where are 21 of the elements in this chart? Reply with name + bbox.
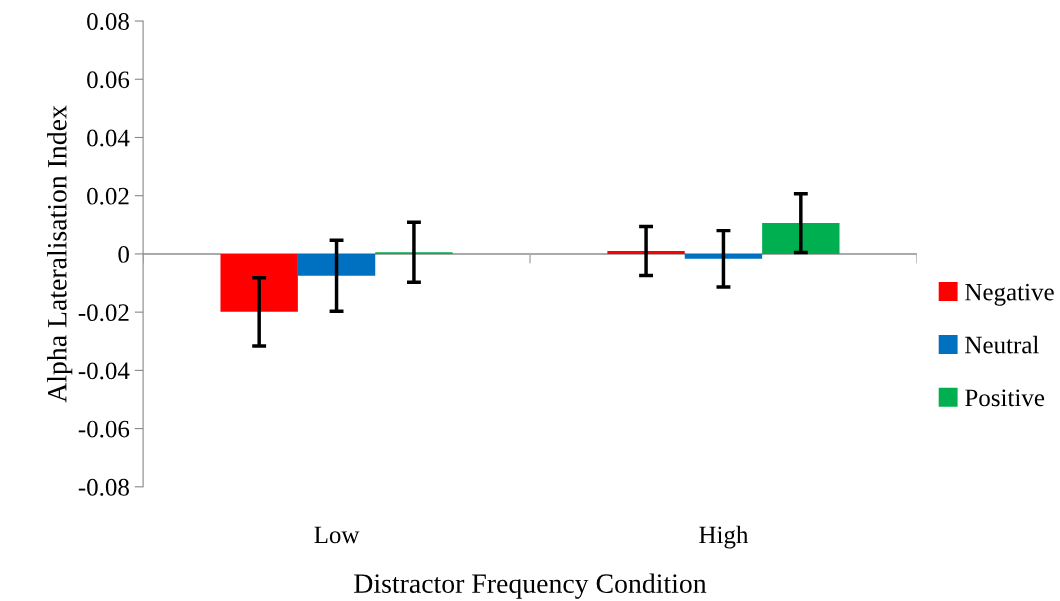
y-tick-label: 0.04 <box>87 129 130 147</box>
y-tick-label: 0.06 <box>87 71 130 89</box>
y-tick-label: -0.04 <box>78 362 130 380</box>
y-tick-label: 0.08 <box>87 13 129 31</box>
bar <box>684 253 763 259</box>
y-tick-label: -0.06 <box>78 420 130 438</box>
y-tick-label: 0.02 <box>87 187 129 205</box>
bar <box>607 251 685 254</box>
x-axis-title: Distractor Frequency Condition <box>354 573 707 599</box>
x-tick-label: Low <box>314 526 360 544</box>
bar <box>220 253 298 312</box>
x-tick-label: High <box>699 525 749 549</box>
legend-label: Neutral <box>965 335 1039 354</box>
y-tick-label: 0 <box>118 245 129 263</box>
legend-label: Positive <box>965 389 1045 407</box>
legend-label: Negative <box>965 283 1054 306</box>
bar <box>297 253 376 276</box>
y-axis-title: Alpha Lateralisation Index <box>47 105 73 403</box>
y-tick-label: -0.08 <box>78 478 129 496</box>
bar <box>762 223 840 254</box>
y-tick-label: -0.02 <box>78 304 129 322</box>
